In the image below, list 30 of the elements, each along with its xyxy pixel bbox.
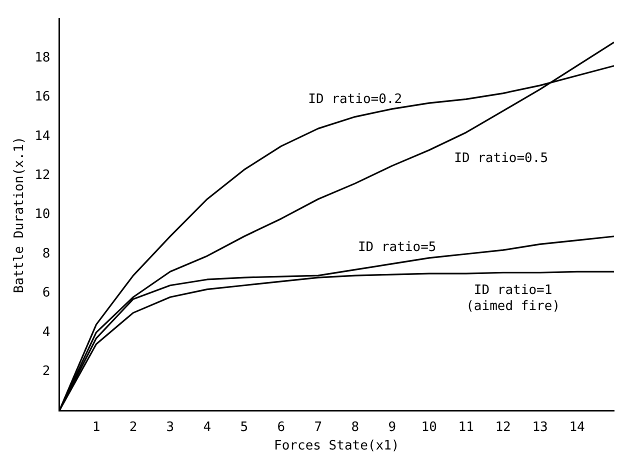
x-tick-label: 4 [203, 420, 212, 435]
y-tick-label: 10 [34, 207, 50, 222]
x-axis-title: Forces State(x1) [274, 438, 400, 454]
x-tick-label: 9 [388, 420, 396, 435]
x-tick-label: 3 [166, 420, 174, 435]
x-tick-label: 14 [569, 420, 586, 435]
series-label: ID ratio=1 [474, 282, 552, 298]
y-tick-label: 14 [34, 128, 50, 144]
x-tick-label: 11 [458, 420, 474, 435]
series-label: ID ratio=0.5 [454, 150, 548, 166]
x-tick-label: 8 [351, 420, 360, 435]
y-tick-label: 8 [42, 246, 50, 262]
annotation: (aimed fire) [466, 298, 560, 314]
x-tick-label: 7 [314, 420, 322, 435]
series-label: ID ratio=0.2 [308, 92, 402, 108]
y-tick-label: 6 [42, 286, 50, 301]
x-tick-label: 5 [240, 420, 248, 435]
y-tick-label: 2 [42, 364, 50, 379]
y-axis-title: Battle Duration(x.1) [12, 136, 28, 294]
y-tick-label: 16 [34, 90, 50, 105]
y-tick-label: 4 [42, 324, 50, 340]
x-tick-label: 2 [129, 420, 138, 435]
y-tick-label: 18 [34, 50, 50, 66]
x-tick-label: 13 [532, 420, 548, 435]
y-tick-label: 12 [34, 168, 50, 183]
series-label: ID ratio=5 [358, 240, 436, 256]
x-tick-label: 10 [421, 420, 437, 435]
x-tick-label: 6 [277, 420, 286, 435]
x-tick-label: 1 [92, 420, 100, 435]
x-tick-label: 12 [495, 420, 511, 435]
